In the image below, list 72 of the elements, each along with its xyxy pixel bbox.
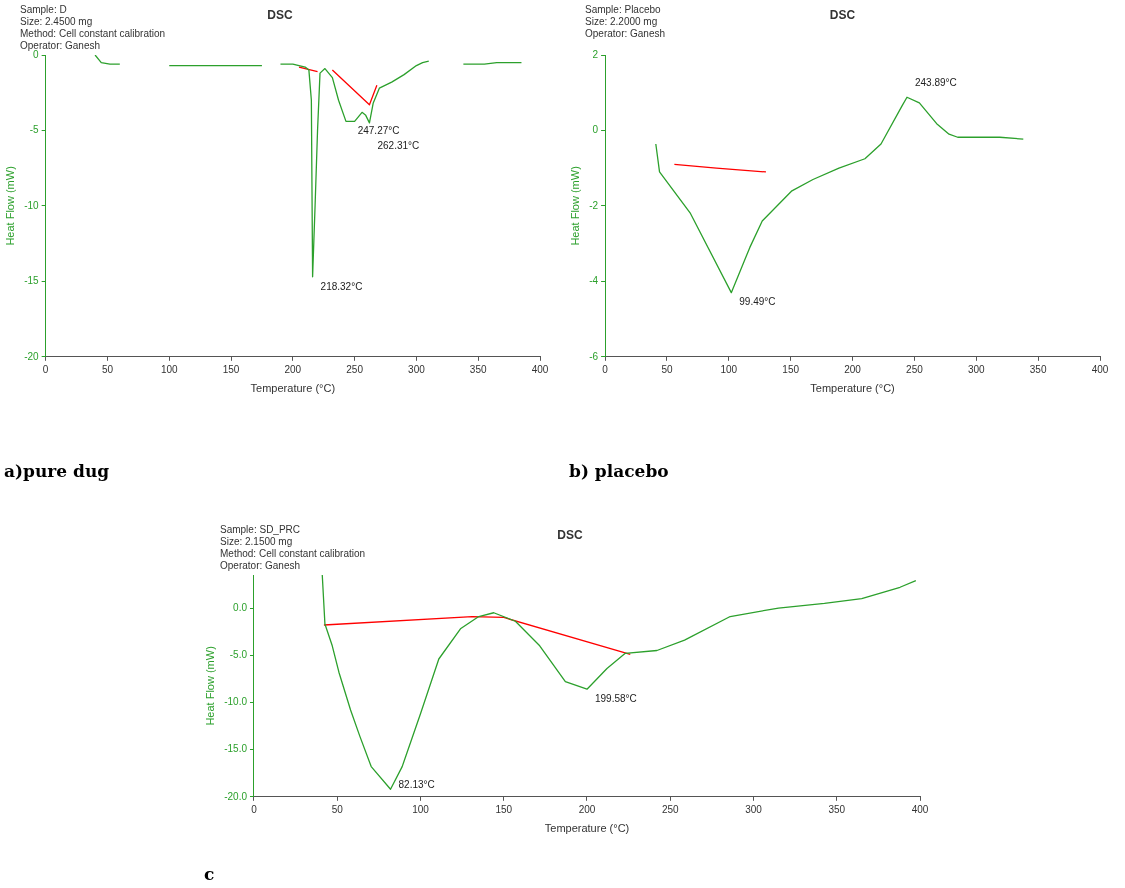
chart-title: DSC <box>557 528 583 542</box>
chart-title: DSC <box>267 8 293 22</box>
x-tick-label: 250 <box>906 363 924 375</box>
x-tick-label: 300 <box>408 363 426 375</box>
x-tick-label: 150 <box>222 363 240 375</box>
text: Method: Cell constant calibration <box>20 28 166 40</box>
text: c <box>203 864 215 884</box>
annotation: 243.89°C <box>914 77 957 88</box>
x-tick-label: 350 <box>828 803 846 815</box>
text: Operator: Ganesh <box>220 560 302 572</box>
y-axis-title: Heat Flow (mW) <box>203 646 216 726</box>
y-tick-label: -15.0 <box>224 743 248 755</box>
y-tick-label: 0.0 <box>233 601 248 613</box>
text: Method: Cell constant calibration <box>220 548 366 560</box>
x-tick-label: 350 <box>469 363 487 375</box>
x-tick-label: 250 <box>346 363 364 375</box>
x-tick-label: 150 <box>495 803 513 815</box>
annotation: 262.31°C <box>377 140 420 152</box>
x-tick-label: 200 <box>284 363 302 375</box>
annotation: 82.13°C <box>398 779 435 790</box>
x-tick-label: 150 <box>782 363 800 375</box>
x-tick-label: 50 <box>331 803 344 815</box>
y-tick-label: 0 <box>592 124 599 136</box>
annotation: 218.32°C <box>320 280 363 292</box>
y-tick-label: -6 <box>589 350 599 362</box>
x-tick-label: 400 <box>1091 363 1109 375</box>
x-tick-label: 0 <box>42 363 49 375</box>
x-tick-label: 0 <box>251 803 258 815</box>
x-tick-label: 200 <box>578 803 596 815</box>
x-tick-label: 100 <box>720 363 738 375</box>
x-tick-label: 200 <box>844 363 862 375</box>
y-tick-label: -10.0 <box>224 696 248 708</box>
text: Size: 2.4500 mg <box>20 16 94 28</box>
y-tick-label: 2 <box>592 48 599 60</box>
annotation: 199.58°C <box>595 692 637 704</box>
x-tick-label: 50 <box>101 363 114 375</box>
x-tick-label: 300 <box>745 803 763 815</box>
y-tick-label: -20.0 <box>224 790 248 802</box>
y-axis-title: Heat Flow (mW) <box>568 166 581 246</box>
text: Sample: SD_PRC <box>220 524 302 536</box>
y-tick-label: 0 <box>33 48 40 60</box>
chart-title: DSC <box>829 8 856 22</box>
x-tick-label: 400 <box>531 363 549 375</box>
y-axis-title: Heat Flow (mW) <box>3 166 16 246</box>
x-axis-title: Temperature (°C) <box>810 382 895 395</box>
y-tick-label: -5.0 <box>229 648 248 660</box>
x-tick-label: 100 <box>160 363 179 375</box>
annotation: 99.49°C <box>739 296 776 308</box>
text: Sample: D <box>20 4 68 16</box>
y-tick-label: -15 <box>24 275 40 287</box>
y-tick-label: -2 <box>589 199 599 211</box>
text: Size: 2.1500 mg <box>220 536 294 548</box>
x-tick-label: 400 <box>911 803 929 815</box>
x-tick-label: 0 <box>602 363 609 375</box>
x-axis-title: Temperature (°C) <box>250 382 336 395</box>
x-axis-title: Temperature (°C) <box>544 822 630 835</box>
text: Size: 2.2000 mg <box>585 16 659 28</box>
text: b) placebo <box>568 461 669 481</box>
x-tick-label: 250 <box>661 803 680 815</box>
x-tick-label: 100 <box>412 803 430 815</box>
y-tick-label: -5 <box>29 124 40 136</box>
x-tick-label: 350 <box>1029 363 1047 375</box>
y-tick-label: -4 <box>589 275 599 287</box>
text: Operator: Ganesh <box>20 40 102 51</box>
x-tick-label: 50 <box>661 363 673 375</box>
text: Sample: Placebo <box>585 4 662 16</box>
y-tick-label: -20 <box>24 350 40 362</box>
y-tick-label: -10 <box>24 199 40 211</box>
x-tick-label: 300 <box>967 363 986 375</box>
text: a)pure dug <box>3 461 110 481</box>
annotation: 247.27°C <box>357 125 400 137</box>
text: Operator: Ganesh <box>585 28 666 40</box>
